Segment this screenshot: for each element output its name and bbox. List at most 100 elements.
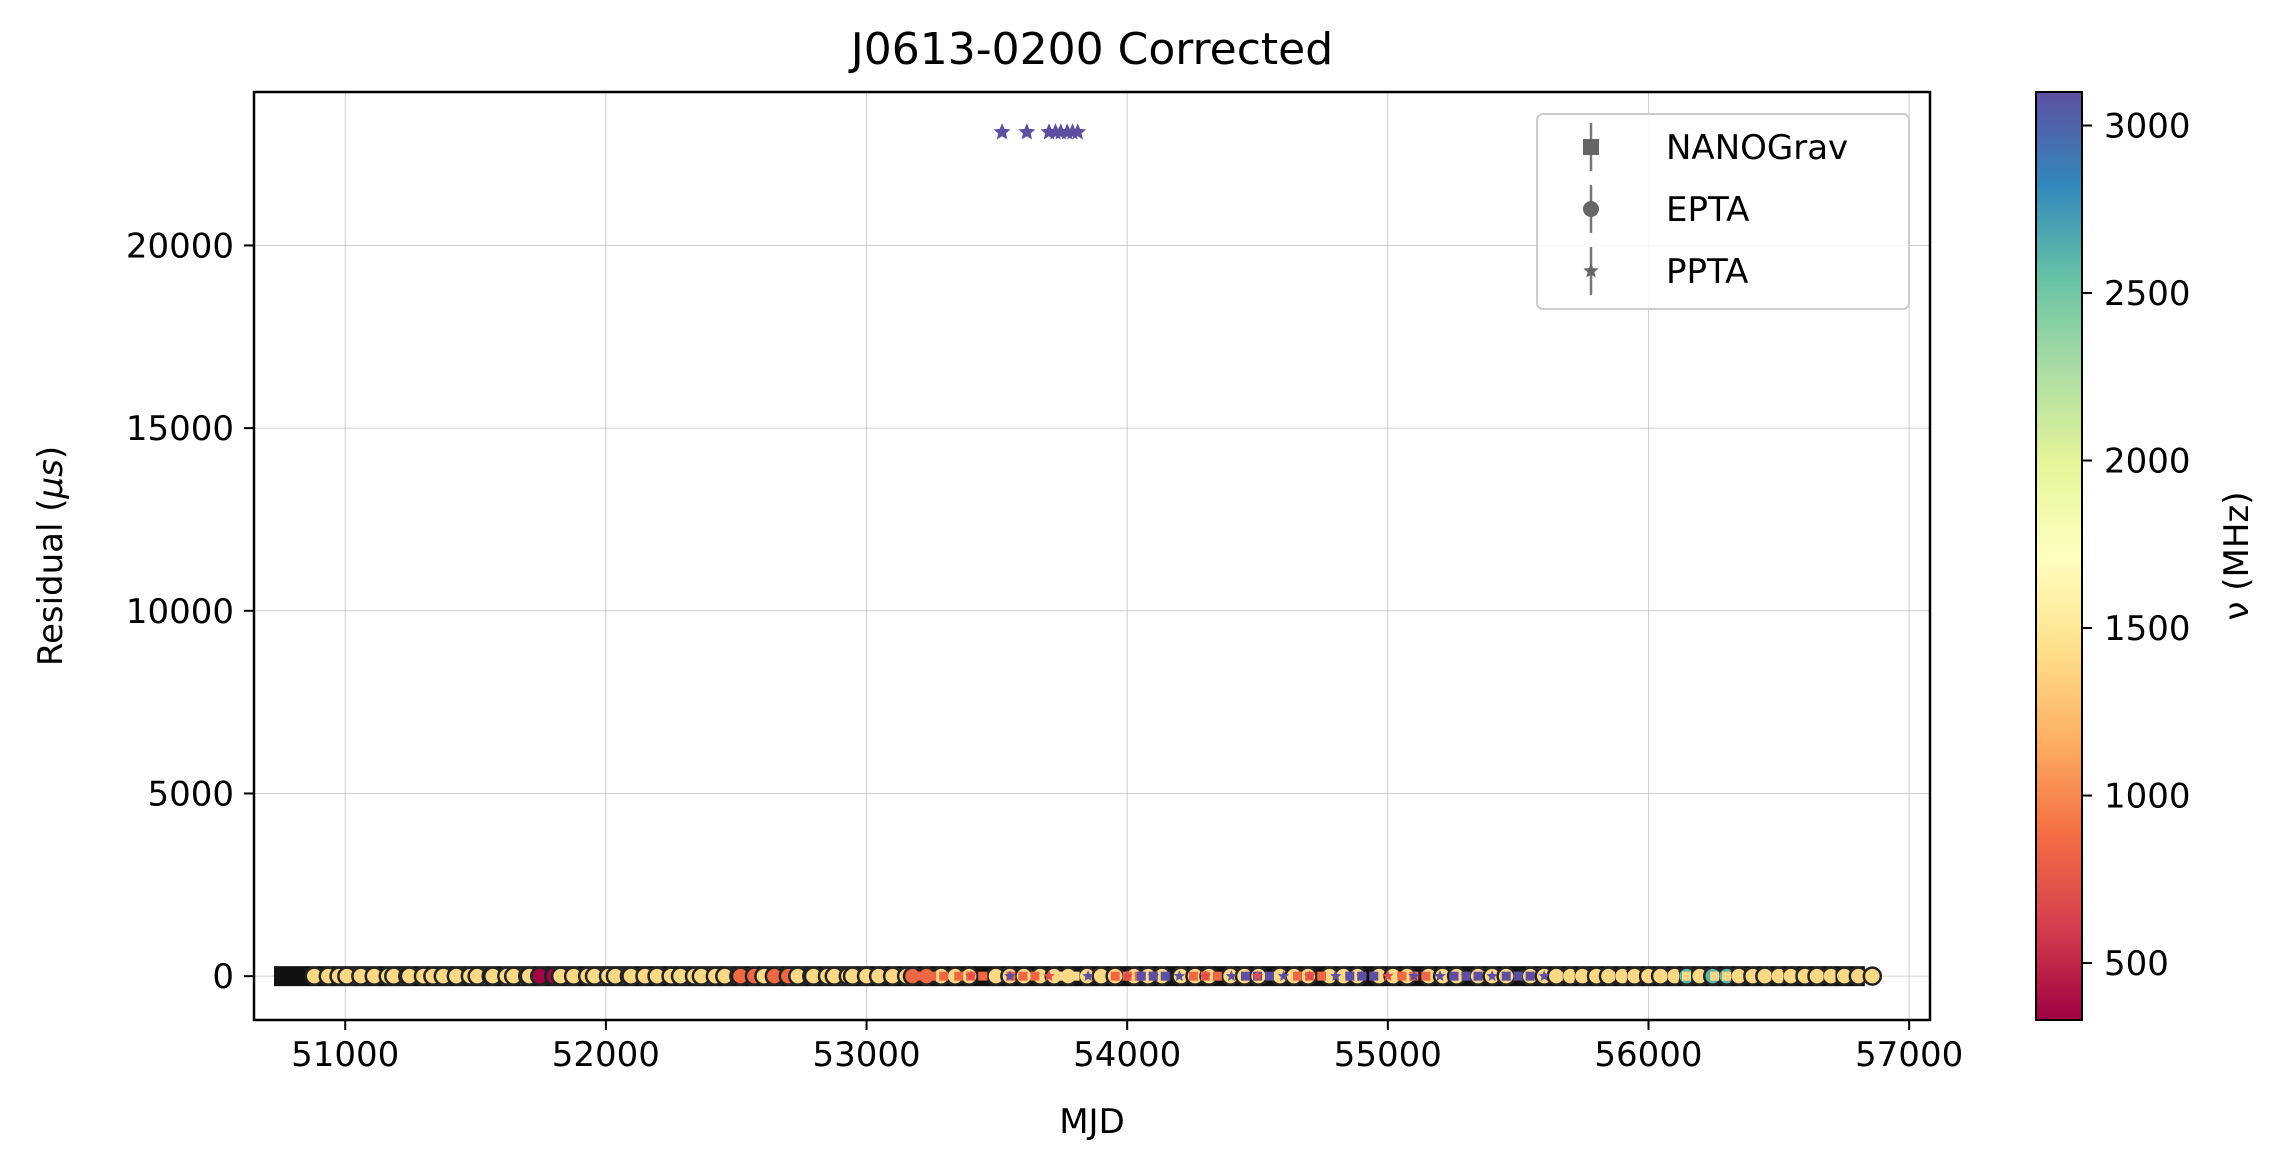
y-tick-label: 0	[212, 957, 234, 997]
legend-label: PPTA	[1666, 252, 1748, 292]
data-point-ppta	[1018, 123, 1036, 140]
data-point-ppta	[1040, 123, 1058, 140]
data-point-nanograv	[1525, 971, 1535, 981]
y-tick-label: 20000	[126, 226, 234, 266]
data-point-nanograv	[1658, 971, 1668, 981]
x-tick-label: 55000	[1334, 1035, 1442, 1075]
colorbar-tick-label: 3000	[2104, 107, 2191, 147]
data-point-ppta	[1251, 970, 1264, 981]
data-point-ppta	[1199, 970, 1212, 981]
data-point-ppta	[1069, 123, 1087, 140]
x-tick-label: 56000	[1594, 1035, 1702, 1075]
data-point-ppta	[1382, 970, 1394, 981]
data-point-nanograv	[1710, 971, 1720, 981]
data-point-ppta	[1486, 970, 1498, 981]
data-point-nanograv	[1070, 971, 1080, 981]
data-point-nanograv	[1682, 971, 1692, 981]
data-point-nanograv	[1345, 971, 1355, 981]
x-tick-label: 52000	[552, 1035, 660, 1075]
data-point-nanograv	[1421, 971, 1431, 981]
x-axis-label: MJD	[1059, 1102, 1125, 1142]
x-tick-label: 54000	[1073, 1035, 1181, 1075]
legend-label: EPTA	[1666, 190, 1749, 230]
colorbar-tick-label: 1000	[2104, 777, 2191, 817]
data-point-nanograv	[1565, 971, 1575, 981]
data-point-nanograv	[1722, 971, 1732, 981]
data-point-nanograv	[1501, 971, 1511, 981]
data-point-ppta	[1173, 970, 1185, 981]
colorbar-gradient	[2035, 91, 2083, 1021]
data-point-ppta	[1277, 970, 1290, 981]
data-point-nanograv	[1605, 971, 1615, 981]
data-point-nanograv	[1110, 971, 1120, 981]
data-point-nanograv	[1397, 971, 1407, 981]
data-point-nanograv	[1734, 971, 1744, 981]
colorbar-tick-label: 2500	[2104, 274, 2191, 314]
x-tick-label: 51000	[291, 1035, 399, 1075]
data-point-ppta	[1434, 970, 1446, 981]
data-point-nanograv	[1317, 971, 1327, 981]
x-tick-label: 53000	[812, 1035, 920, 1075]
data-point-nanograv	[927, 971, 937, 981]
data-point-nanograv	[1449, 971, 1459, 981]
y-axis-label: Residual (μs)	[31, 446, 71, 666]
data-point-ppta	[1330, 970, 1342, 981]
data-point-nanograv	[1188, 971, 1198, 981]
data-point-ppta	[1082, 970, 1094, 981]
legend: NANOGrav EPTA PPTA	[1536, 113, 1910, 310]
y-tick-label: 5000	[147, 774, 234, 814]
colorbar-tick-label: 2000	[2104, 442, 2191, 482]
data-point-nanograv	[1018, 971, 1028, 981]
legend-box	[1536, 113, 1910, 310]
data-point-nanograv	[1762, 971, 1772, 981]
data-point-nanograv	[1629, 971, 1639, 981]
data-point-nanograv	[1241, 971, 1251, 981]
data-point-nanograv	[1786, 971, 1796, 981]
data-point-nanograv	[1030, 971, 1040, 981]
data-point-nanograv	[1369, 971, 1379, 981]
data-point-nanograv	[1814, 971, 1824, 981]
data-point-ppta	[1512, 970, 1524, 981]
data-point-nanograv	[978, 971, 988, 981]
data-point-ppta	[1121, 970, 1133, 981]
data-point-nanograv	[939, 971, 949, 981]
data-point-ppta	[1460, 970, 1472, 981]
data-point-ppta	[1043, 970, 1055, 981]
legend-marker-epta	[1583, 201, 1599, 217]
y-axis: 0 5000 10000 15000 20000	[126, 226, 254, 997]
data-marks	[274, 123, 1883, 987]
legend-marker-ppta	[1583, 263, 1599, 278]
data-point-nanograv	[1838, 971, 1848, 981]
y-tick-label: 15000	[126, 409, 234, 449]
data-point-nanograv	[1136, 971, 1146, 981]
data-point-nanograv	[1473, 971, 1483, 981]
data-point-ppta	[965, 970, 977, 981]
colorbar-tick-label: 500	[2104, 944, 2169, 984]
data-point-epta	[1862, 966, 1883, 986]
x-tick-label: 57000	[1855, 1035, 1963, 1075]
data-point-nanograv	[1160, 971, 1170, 981]
data-point-nanograv	[1670, 971, 1680, 981]
data-point-ppta	[1303, 970, 1316, 981]
x-axis: 51000 52000 53000 54000 55000 56000 57000	[291, 1020, 1963, 1075]
data-point-ppta	[993, 123, 1011, 140]
data-point-ppta	[1147, 970, 1159, 981]
y-tick-label: 10000	[126, 592, 234, 632]
data-point-nanograv	[1774, 971, 1784, 981]
chart-title: J0613-0200 Corrected	[848, 24, 1333, 75]
data-point-nanograv	[1212, 971, 1222, 981]
legend-label: NANOGrav	[1666, 128, 1848, 168]
data-point-nanograv	[1058, 971, 1068, 981]
data-point-nanograv	[1617, 971, 1627, 981]
plot-frame	[252, 90, 1932, 1022]
data-point-nanograv	[915, 971, 925, 981]
colorbar-tick-label: 1500	[2104, 609, 2191, 649]
legend-marker-nanograv	[1583, 139, 1599, 155]
data-point-ppta	[1408, 970, 1420, 981]
data-point-ppta	[1225, 970, 1238, 981]
data-point-ppta	[1004, 970, 1016, 981]
colorbar-label: ν (MHz)	[2217, 491, 2257, 620]
data-point-nanograv	[954, 971, 964, 981]
colorbar: 500 1000 1500 2000 2500 3000 ν (MHz)	[2035, 91, 2257, 1021]
